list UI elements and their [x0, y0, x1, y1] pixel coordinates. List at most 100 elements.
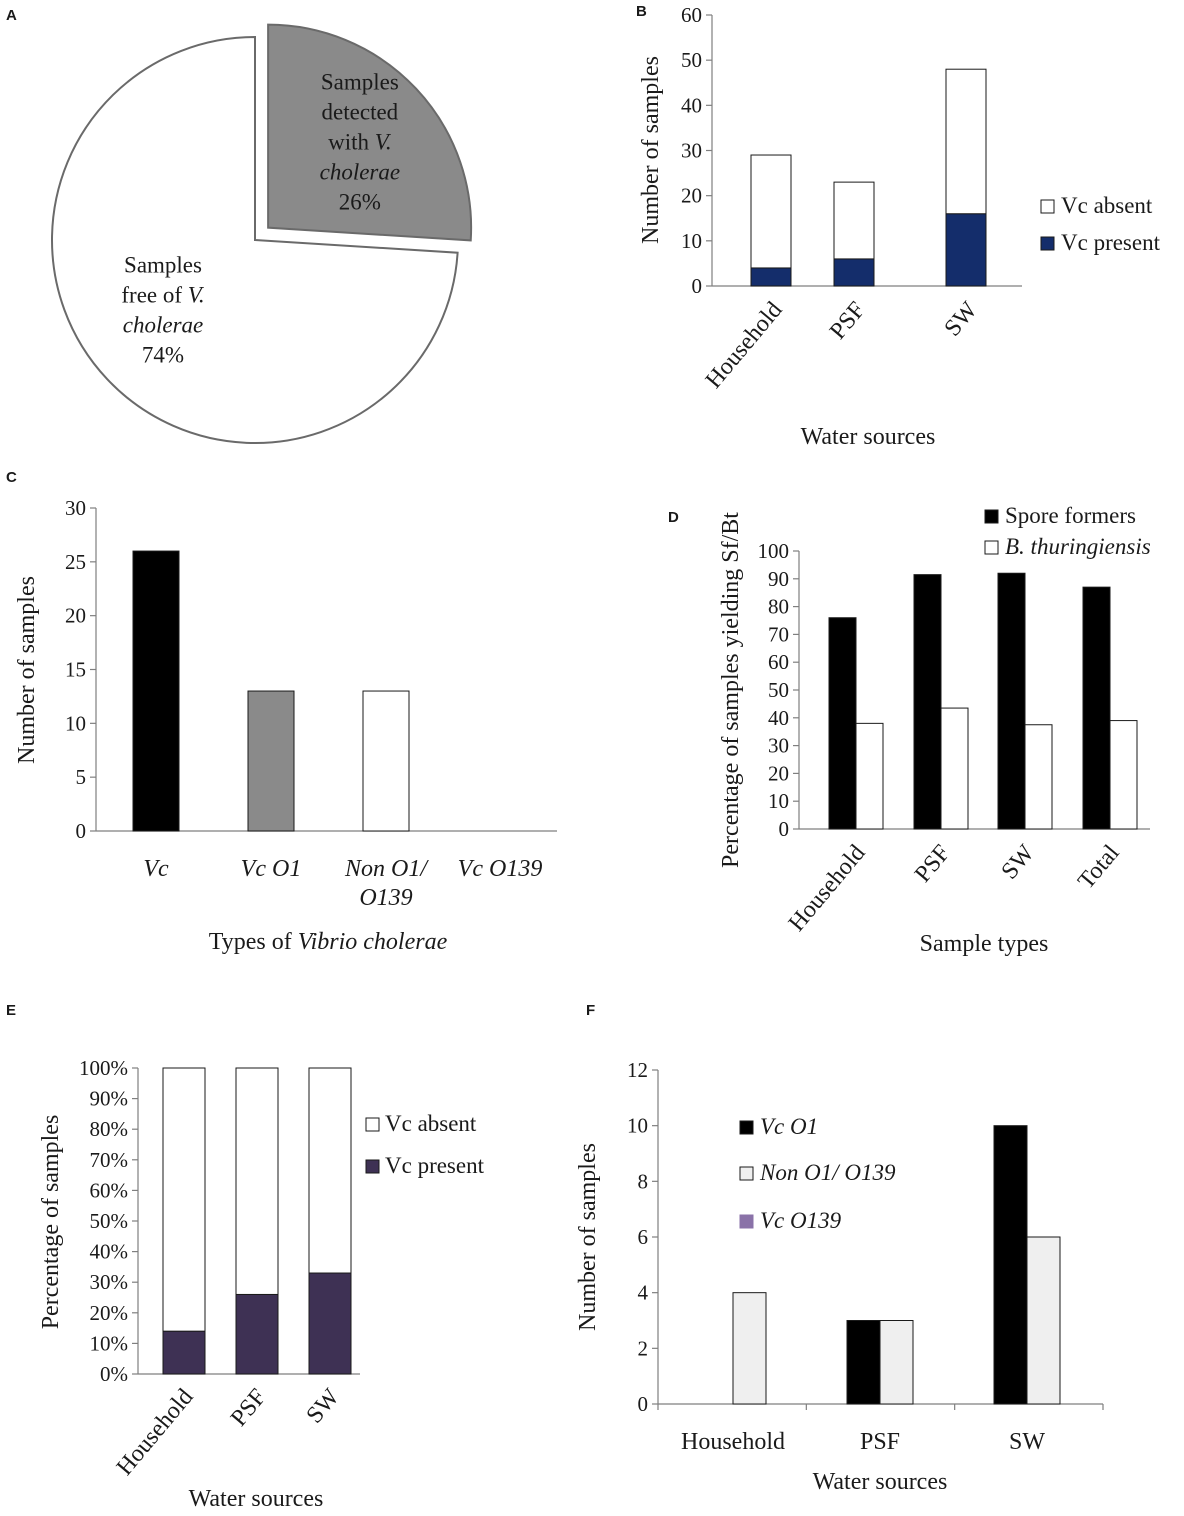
- bar-non-o1-o139-sw: [1026, 1236, 1061, 1405]
- bar-non-o1-o139-psf: [879, 1320, 914, 1405]
- legend-swatch: [1040, 236, 1055, 251]
- legend-swatch: [365, 1159, 380, 1174]
- legend-label: Vc O1: [760, 1114, 818, 1139]
- pie-slice-samples-free-of-v-cholerae: [51, 35, 459, 444]
- y-tick-label: 0: [76, 819, 87, 843]
- bar-vc-absent-sw: [308, 1067, 352, 1274]
- y-tick-label: 40%: [90, 1240, 129, 1264]
- x-axis-title: Water sources: [813, 1469, 948, 1495]
- y-tick-label: 30: [768, 734, 789, 758]
- panel-letter-b: B: [636, 3, 647, 20]
- bar-vc-present-psf: [833, 258, 875, 287]
- bar-spore-formers-sw: [997, 572, 1026, 830]
- panel-b-chart: 0 10 20 30 40 50 60 Household PSF SW Number of sam…: [638, 3, 1161, 450]
- x-tick-label: SW: [940, 297, 983, 342]
- panel-letter-e: E: [6, 1002, 16, 1019]
- y-tick-label: 60%: [90, 1178, 129, 1202]
- y-tick-label: 10: [627, 1114, 648, 1138]
- legend-swatch: [1040, 199, 1055, 214]
- y-tick-label: 20: [65, 604, 86, 628]
- bar-vc-absent-sw: [945, 68, 987, 215]
- y-tick-label: 5: [76, 765, 87, 789]
- y-tick-label: 10: [65, 711, 86, 735]
- x-tick-label: SW: [997, 840, 1040, 885]
- x-tick-label: Household: [784, 840, 871, 936]
- pie-label-line: cholerae: [320, 160, 400, 185]
- x-tick-label: Household: [701, 297, 788, 393]
- x-axis-title: Types of Vibrio cholerae: [209, 929, 448, 955]
- y-axis-title: Percentage of samples: [38, 1115, 64, 1330]
- y-tick-label: 40: [681, 93, 702, 117]
- bar-b-thuringiensis-psf: [940, 707, 969, 830]
- y-tick-label: 80%: [90, 1117, 129, 1141]
- pie-slice-samples-detected-with-v-cholerae: [267, 23, 473, 242]
- panel-c-chart: 0 5 10 15 20 25 30 Vc Vc O1 Non O1/O139 Vc O139 Num…: [14, 496, 557, 955]
- bar-vc-absent-household: [162, 1067, 206, 1332]
- pie-label-line: with V.: [328, 130, 392, 155]
- bar-b-thuringiensis-household: [855, 722, 884, 830]
- y-tick-label: 0: [779, 817, 790, 841]
- y-tick-label: 20%: [90, 1301, 129, 1325]
- y-tick-label: 0: [692, 274, 703, 298]
- y-tick-label: 70%: [90, 1148, 129, 1172]
- panel-d-chart: 0 10 20 30 40 50 60 70 80 90 100 Household PSF SW Tota…: [718, 503, 1151, 957]
- bar-non-o1-o139-household: [732, 1292, 767, 1405]
- x-axis-title: Water sources: [801, 424, 936, 450]
- y-tick-label: 0%: [100, 1362, 128, 1386]
- x-tick-label: Vc: [143, 856, 169, 882]
- pie-label-line: cholerae: [123, 312, 203, 337]
- y-tick-label: 100: [758, 539, 790, 563]
- bar-non-o1-o139: [362, 690, 410, 832]
- bar-b-thuringiensis-sw: [1024, 724, 1053, 830]
- y-tick-label: 60: [768, 650, 789, 674]
- y-tick-label: 2: [638, 1336, 649, 1360]
- y-tick-label: 100%: [79, 1056, 128, 1080]
- x-tick-label: PSF: [860, 1429, 900, 1455]
- y-tick-label: 15: [65, 658, 86, 682]
- y-axis-title: Number of samples: [575, 1143, 601, 1331]
- bar-vc-o1: [247, 690, 295, 832]
- x-tick-label: Household: [681, 1429, 785, 1455]
- pie-label-line: detected: [322, 100, 399, 125]
- bar-vc-present-household: [750, 267, 792, 287]
- x-tick-label: Vc O1: [241, 856, 302, 882]
- pie-label-line: 74%: [142, 342, 184, 367]
- x-tick-label: Household: [112, 1384, 199, 1480]
- bar-vc-absent-psf: [235, 1067, 279, 1295]
- legend-swatch: [984, 509, 999, 524]
- y-tick-label: 6: [638, 1225, 649, 1249]
- legend-label: Vc absent: [1061, 193, 1153, 218]
- legend-swatch: [739, 1214, 754, 1229]
- x-tick-label: PSF: [910, 840, 956, 887]
- y-tick-label: 30: [681, 139, 702, 163]
- x-tick-label: Total: [1073, 840, 1125, 894]
- bar-vc-present-sw: [945, 213, 987, 287]
- bar-vc-absent-household: [750, 154, 792, 269]
- x-tick-label: SW: [1009, 1429, 1045, 1455]
- legend-label: Non O1/ O139: [759, 1160, 896, 1185]
- y-tick-label: 4: [638, 1281, 649, 1305]
- y-tick-label: 90: [768, 567, 789, 591]
- x-tick-label: O139: [359, 885, 412, 911]
- legend-swatch: [984, 540, 999, 555]
- y-tick-label: 20: [768, 761, 789, 785]
- bar-vc-o1-sw: [993, 1125, 1028, 1405]
- x-tick-label: PSF: [226, 1384, 272, 1431]
- y-tick-label: 80: [768, 595, 789, 619]
- pie-label-line: Samples: [321, 70, 399, 95]
- x-axis-title: Water sources: [189, 1486, 324, 1512]
- y-tick-label: 40: [768, 706, 789, 730]
- y-tick-label: 50: [768, 678, 789, 702]
- panel-f-chart: 0 2 4 6 8 10 12 Household PSF SW Number of samples…: [575, 1058, 1104, 1495]
- bar-spore-formers-total: [1082, 586, 1111, 830]
- y-tick-label: 10: [681, 229, 702, 253]
- legend-swatch: [739, 1166, 754, 1181]
- bar-vc-absent-psf: [833, 181, 875, 260]
- y-tick-label: 10%: [90, 1331, 129, 1355]
- x-tick-label: SW: [302, 1384, 345, 1429]
- y-tick-label: 30%: [90, 1270, 129, 1294]
- bar-vc-present-psf: [235, 1293, 279, 1375]
- bar-vc-present-sw: [308, 1272, 352, 1375]
- pie-label-line: free of V.: [121, 282, 204, 307]
- bar-vc-present-household: [162, 1330, 206, 1375]
